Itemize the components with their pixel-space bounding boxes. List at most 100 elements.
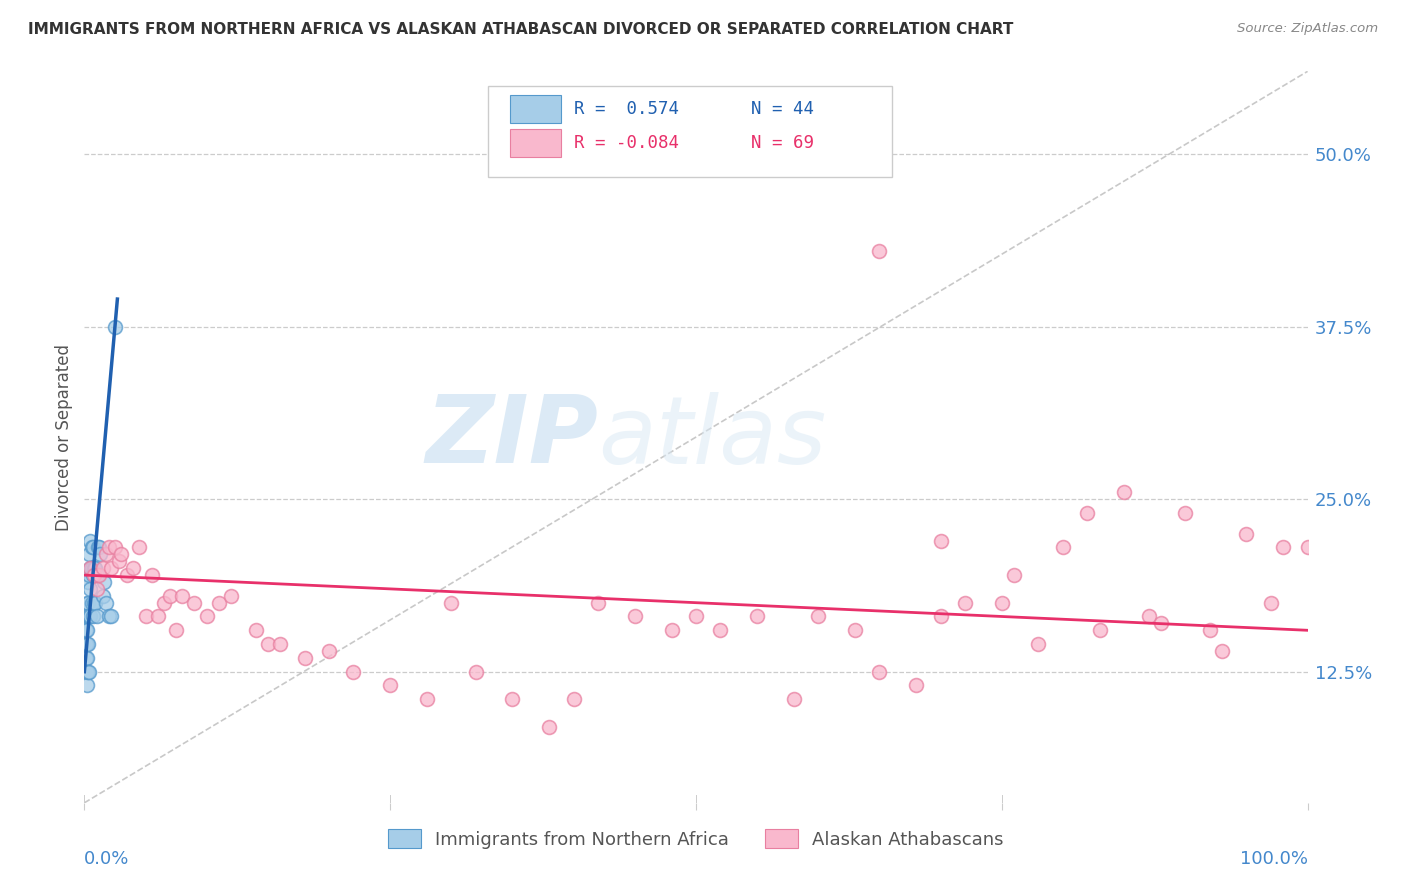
Text: Source: ZipAtlas.com: Source: ZipAtlas.com — [1237, 22, 1378, 36]
Point — [76, 665, 98, 679]
Point — [91, 561, 114, 575]
Point — [294, 651, 316, 665]
Point — [107, 554, 129, 568]
Point — [76, 651, 98, 665]
Point — [79, 561, 101, 575]
Point — [685, 609, 707, 624]
Point — [77, 665, 100, 679]
Point — [76, 609, 98, 624]
Point — [1198, 624, 1220, 638]
Point — [1236, 526, 1258, 541]
Point — [208, 596, 231, 610]
Point — [1088, 624, 1111, 638]
Point — [77, 548, 100, 562]
Point — [128, 541, 150, 555]
Point — [661, 624, 683, 638]
Legend: Immigrants from Northern Africa, Alaskan Athabascans: Immigrants from Northern Africa, Alaskan… — [381, 822, 1011, 856]
Point — [76, 596, 98, 610]
Point — [100, 561, 122, 575]
Point — [172, 589, 194, 603]
Point — [1052, 541, 1074, 555]
Point — [104, 319, 127, 334]
Point — [100, 609, 122, 624]
Point — [869, 665, 891, 679]
Point — [86, 568, 108, 582]
Point — [538, 720, 561, 734]
Point — [89, 548, 111, 562]
Point — [440, 596, 463, 610]
Point — [87, 568, 110, 582]
Point — [104, 541, 127, 555]
Point — [86, 609, 108, 624]
Text: R =  0.574: R = 0.574 — [574, 101, 679, 119]
Point — [153, 596, 176, 610]
Point — [1272, 541, 1295, 555]
Point — [87, 541, 110, 555]
Point — [502, 692, 524, 706]
Point — [245, 624, 267, 638]
Point — [1076, 506, 1098, 520]
Point — [82, 541, 104, 555]
Point — [807, 609, 830, 624]
Point — [624, 609, 647, 624]
FancyBboxPatch shape — [510, 95, 561, 123]
Point — [83, 561, 105, 575]
Point — [86, 582, 108, 596]
Point — [929, 609, 952, 624]
FancyBboxPatch shape — [510, 129, 561, 157]
Point — [93, 574, 115, 589]
Point — [146, 609, 169, 624]
Point — [709, 624, 731, 638]
Point — [79, 561, 101, 575]
Text: IMMIGRANTS FROM NORTHERN AFRICA VS ALASKAN ATHABASCAN DIVORCED OR SEPARATED CORR: IMMIGRANTS FROM NORTHERN AFRICA VS ALASK… — [28, 22, 1014, 37]
Point — [79, 533, 101, 548]
Point — [416, 692, 439, 706]
Text: 100.0%: 100.0% — [1240, 850, 1308, 868]
Point — [342, 665, 364, 679]
Point — [77, 609, 100, 624]
Point — [1137, 609, 1160, 624]
Point — [84, 596, 107, 610]
Point — [115, 568, 138, 582]
Point — [195, 609, 218, 624]
Point — [83, 568, 105, 582]
Point — [219, 589, 242, 603]
Point — [76, 678, 98, 692]
Y-axis label: Divorced or Separated: Divorced or Separated — [55, 343, 73, 531]
Text: N = 69: N = 69 — [751, 134, 814, 152]
Point — [991, 596, 1014, 610]
Point — [79, 609, 101, 624]
Point — [82, 568, 104, 582]
Point — [269, 637, 291, 651]
Point — [82, 609, 104, 624]
Point — [96, 596, 118, 610]
Point — [83, 596, 105, 610]
Point — [1296, 541, 1319, 555]
Point — [80, 561, 103, 575]
Point — [80, 596, 103, 610]
Point — [953, 596, 976, 610]
Point — [87, 541, 110, 555]
Point — [84, 561, 107, 575]
Text: 0.0%: 0.0% — [84, 850, 129, 868]
Point — [1002, 568, 1025, 582]
Point — [141, 568, 163, 582]
Point — [77, 568, 100, 582]
Text: atlas: atlas — [598, 392, 827, 483]
Point — [747, 609, 769, 624]
Point — [122, 561, 145, 575]
Point — [183, 596, 205, 610]
Point — [257, 637, 280, 651]
Point — [318, 644, 340, 658]
Point — [77, 609, 100, 624]
Point — [97, 541, 120, 555]
Point — [1211, 644, 1233, 658]
Point — [76, 624, 98, 638]
Text: N = 44: N = 44 — [751, 101, 814, 119]
Text: ZIP: ZIP — [425, 391, 598, 483]
Point — [1260, 596, 1282, 610]
Point — [77, 665, 100, 679]
Point — [464, 665, 486, 679]
Point — [1150, 616, 1173, 631]
Point — [75, 624, 97, 638]
